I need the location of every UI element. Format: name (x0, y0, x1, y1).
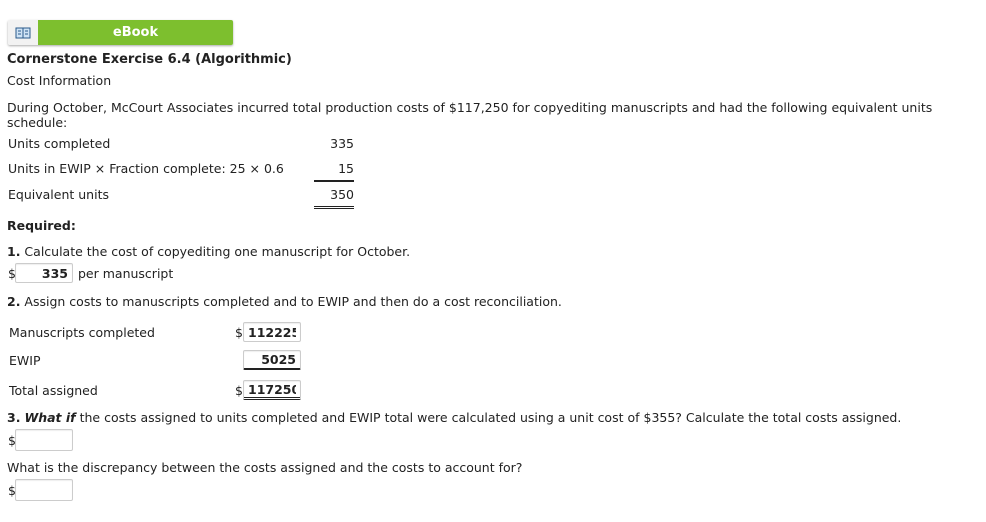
book-icon (8, 20, 38, 45)
currency-symbol: $ (8, 266, 16, 281)
currency-symbol: $ (8, 483, 16, 498)
required-heading: Required: (7, 218, 76, 233)
row-label: EWIP (9, 353, 41, 368)
schedule-label: Equivalent units (8, 187, 109, 202)
currency-symbol: $ (235, 383, 243, 398)
question-2: 2. Assign costs to manuscripts completed… (7, 294, 562, 309)
per-manuscript-label: per manuscript (78, 266, 174, 281)
question-1: 1. Calculate the cost of copyediting one… (7, 244, 411, 259)
currency-symbol: $ (235, 325, 243, 340)
ebook-button[interactable]: eBook (8, 20, 233, 45)
ebook-label: eBook (38, 20, 233, 45)
intro-text: During October, McCourt Associates incur… (7, 100, 933, 130)
row-label: Manuscripts completed (9, 325, 155, 340)
ewip-input[interactable] (243, 350, 301, 370)
row-label: Total assigned (9, 383, 98, 398)
schedule-label: Units completed (8, 136, 111, 151)
unit-cost-input[interactable] (15, 263, 73, 283)
discrepancy-question: What is the discrepancy between the cost… (7, 460, 523, 475)
total-costs-input[interactable] (15, 429, 73, 451)
subtitle: Cost Information (7, 73, 112, 88)
page-title: Cornerstone Exercise 6.4 (Algorithmic) (7, 52, 292, 67)
schedule-value: 350 (314, 187, 354, 209)
total-assigned-input[interactable] (243, 380, 301, 400)
discrepancy-input[interactable] (15, 479, 73, 501)
schedule-value: 335 (330, 136, 354, 151)
manuscripts-completed-input[interactable] (243, 322, 301, 342)
question-3: 3. What if the costs assigned to units c… (7, 410, 902, 425)
schedule-value: 15 (314, 161, 354, 182)
currency-symbol: $ (8, 433, 16, 448)
schedule-label: Units in EWIP × Fraction complete: 25 × … (8, 161, 284, 176)
